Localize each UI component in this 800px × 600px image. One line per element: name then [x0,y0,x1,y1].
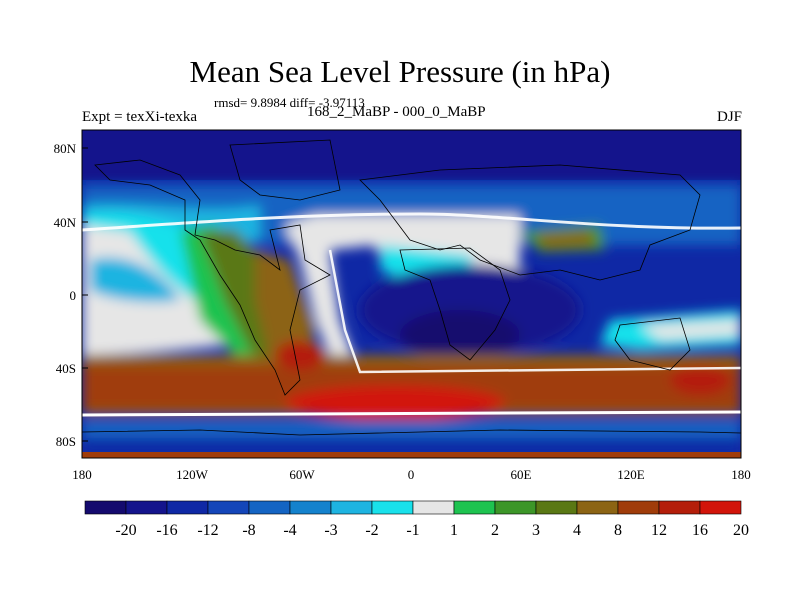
lat-tick-label: 80S [56,434,76,449]
experiment-label: Expt = texXi-texka [82,109,198,125]
colorbar-swatch [166,500,209,515]
colorbar-label: 2 [491,522,499,539]
lat-tick-label: 0 [70,288,77,303]
colorbar-swatch [658,500,701,515]
colorbar-swatch [248,500,291,515]
colorbar-swatch [617,500,660,515]
period-label: 168_2_MaBP - 000_0_MaBP [307,104,486,120]
colorbar-swatch [453,500,496,515]
colorbar-label: 8 [614,522,622,539]
longitude-axis: 180 120W 60W 0 60E 120E 180 [72,467,751,482]
lon-tick-label: 120E [617,467,645,482]
lon-tick-label: 0 [408,467,415,482]
lon-tick-label: 180 [72,467,92,482]
colorbar-label: 3 [532,522,540,539]
colorbar-label: -4 [283,522,296,539]
colorbar-label: -16 [156,522,177,539]
colorbar-label: -8 [242,522,255,539]
lon-tick-label: 120W [176,467,209,482]
map-frame [81,129,742,459]
lon-tick-label: 60W [289,467,315,482]
colorbar-label: 12 [651,522,667,539]
colorbar-label: -3 [324,522,337,539]
colorbar-label: -12 [197,522,218,539]
colorbar-label: -20 [115,522,136,539]
colorbar-swatch [330,500,373,515]
season-label: DJF [716,109,742,125]
colorbar-swatch [289,500,332,515]
coastline-outlines [82,139,741,436]
map-title: Mean Sea Level Pressure (in hPa) [189,54,611,89]
colorbar-swatch [84,500,127,515]
lat-tick-label: 40S [56,361,76,376]
colorbar-label: -1 [406,522,419,539]
colorbar-label: 4 [573,522,581,539]
colorbar: -20 -16 -12 -8 -4 -3 -2 -1 1 2 3 4 8 12 16 20 [84,500,749,539]
lat-tick-label: 80N [54,141,77,156]
colorbar-label: 1 [450,522,458,539]
latitude-axis: 80N 40N 0 40S 80S [54,141,88,449]
colorbar-swatch [125,500,168,515]
colorbar-swatch [412,500,455,515]
lon-tick-label: 180 [731,467,751,482]
pressure-field [82,130,741,458]
colorbar-swatch [699,500,742,515]
colorbar-swatch [371,500,414,515]
lon-tick-label: 60E [511,467,532,482]
lat-tick-label: 40N [54,215,77,230]
colorbar-label: 16 [692,522,708,539]
colorbar-swatch [535,500,578,515]
colorbar-swatch [207,500,250,515]
colorbar-swatch [494,500,537,515]
colorbar-label: -2 [365,522,378,539]
stats-label: rmsd= 9.8984 diff= -3.97113 [214,95,365,110]
colorbar-label: 20 [733,522,749,539]
colorbar-swatch [576,500,619,515]
